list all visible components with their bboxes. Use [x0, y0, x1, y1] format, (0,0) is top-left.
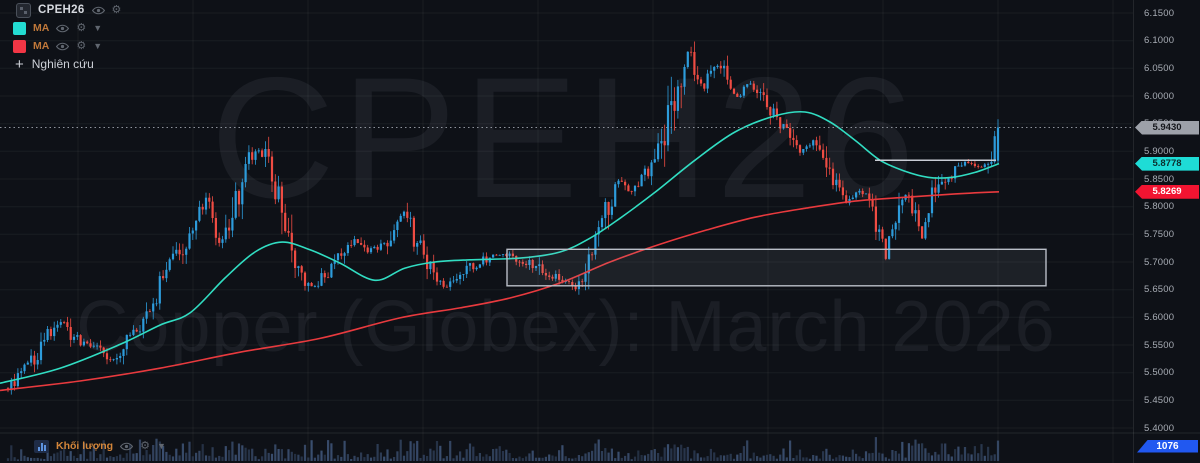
price-tick-label: 5.7500 — [1144, 228, 1175, 240]
grid — [0, 0, 1133, 463]
price-tick-label: 6.0500 — [1144, 62, 1175, 74]
price-tick-label: 5.7000 — [1144, 256, 1175, 268]
price-tick-label: 5.8500 — [1144, 173, 1175, 185]
eye-icon[interactable] — [91, 6, 105, 15]
chevron-down-icon[interactable]: ▼ — [93, 41, 103, 51]
price-tick-label: 5.6500 — [1144, 284, 1175, 296]
price-tick-label: 6.0000 — [1144, 90, 1175, 102]
price-tick-label: 5.5500 — [1144, 339, 1175, 351]
price-tick-label: 6.1500 — [1144, 7, 1175, 19]
price-tick-label: 6.1000 — [1144, 35, 1175, 47]
eye-icon[interactable] — [120, 442, 134, 451]
price-tick-label: 5.6000 — [1144, 311, 1175, 323]
add-study-button[interactable]: + Nghiên cứu — [15, 55, 94, 73]
ma-fast-swatch — [13, 21, 26, 35]
symbol-label: CPEH26 — [38, 4, 85, 16]
price-tick-label: 5.5000 — [1144, 367, 1175, 379]
volume-indicator-icon — [34, 439, 49, 453]
gear-icon[interactable]: ⚙ — [76, 21, 87, 34]
ma-slow-swatch — [13, 39, 26, 53]
ma-fast-line[interactable] — [0, 110, 1000, 384]
ma-fast-legend-row[interactable]: MA ⚙ ▼ — [13, 20, 102, 36]
ma-slow-label: MA — [33, 40, 50, 52]
gear-icon[interactable]: ⚙ — [140, 439, 150, 452]
eye-icon[interactable] — [56, 42, 70, 51]
ma-fast-price-badge: 5.8778 — [1135, 156, 1199, 171]
price-tick-label: 5.9000 — [1144, 145, 1175, 157]
add-study-label: Nghiên cứu — [31, 57, 94, 71]
volume-bars — [6, 437, 1000, 461]
volume-label: Khối lượng — [56, 440, 114, 452]
ma-slow-legend-row[interactable]: MA ⚙ ▼ — [13, 38, 102, 54]
price-tick-label: 5.4500 — [1144, 394, 1175, 406]
candlestick-series — [6, 41, 1000, 395]
ma-slow-price-badge: 5.8269 — [1135, 184, 1199, 199]
ma-fast-label: MA — [33, 22, 50, 34]
symbol-logo-icon — [16, 2, 31, 18]
ma-slow-line[interactable] — [0, 191, 1000, 392]
price-tick-label: 5.4000 — [1144, 422, 1175, 434]
volume-legend-row[interactable]: Khối lượng ⚙ ▼ — [34, 438, 166, 454]
chevron-down-icon[interactable]: ▼ — [156, 441, 166, 451]
price-axis[interactable]: 5.9430 5.8778 5.8269 1076 6.1500 6.1000 6.… — [1133, 0, 1200, 463]
chevron-down-icon[interactable]: ▼ — [93, 23, 103, 33]
last-price-badge: 5.9430 — [1135, 120, 1199, 135]
plus-icon: + — [15, 55, 24, 73]
gear-icon[interactable]: ⚙ — [111, 3, 122, 16]
drawing-rectangle[interactable] — [506, 248, 1047, 287]
symbol-legend-row[interactable]: CPEH26 ⚙ — [16, 2, 121, 18]
eye-icon[interactable] — [56, 24, 70, 33]
gear-icon[interactable]: ⚙ — [76, 39, 87, 52]
price-tick-label: 5.8000 — [1144, 201, 1175, 213]
volume-value-badge: 1076 — [1137, 439, 1198, 453]
